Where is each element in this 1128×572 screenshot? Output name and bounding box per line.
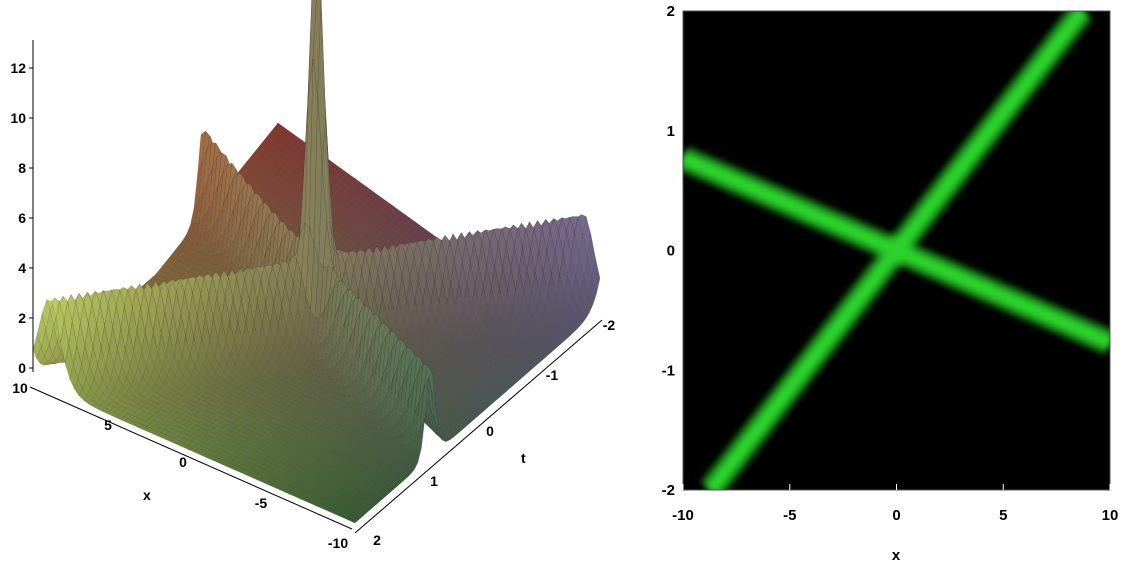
surface-plot-panel: 0 2 4 6 8 10 12 10 5 0 -5 -10 -2 -1 0 1 2 x t xyxy=(10,0,616,551)
y-tick-label: 1 xyxy=(667,123,675,140)
z-tick-label: 6 xyxy=(18,210,26,226)
t-tick-label: 2 xyxy=(373,532,381,548)
x-tick-label: 5 xyxy=(104,417,112,433)
t-tick-label: 1 xyxy=(430,473,438,489)
x-tick-label: -5 xyxy=(255,495,268,511)
x-tick-label: 0 xyxy=(892,507,900,524)
y-tick-label: -1 xyxy=(662,362,675,379)
x-axis-label: x xyxy=(892,547,901,564)
t-axis-label: t xyxy=(521,450,526,466)
x-tick-label: -10 xyxy=(672,507,694,524)
z-tick-label: 10 xyxy=(10,110,26,126)
z-axis: 0 2 4 6 8 10 12 xyxy=(10,40,34,376)
x-tick-label: -10 xyxy=(328,535,348,551)
z-tick-label: 8 xyxy=(18,160,26,176)
z-tick-label: 4 xyxy=(18,260,26,276)
x-tick-label: -5 xyxy=(783,507,796,524)
t-tick-label: 0 xyxy=(486,423,494,439)
z-tick-label: 2 xyxy=(18,310,26,326)
t-tick-label: -1 xyxy=(546,367,559,383)
z-tick-label: 0 xyxy=(18,360,26,376)
t-tick-label: -2 xyxy=(603,317,616,333)
x-tick-label: 0 xyxy=(179,454,187,470)
x-axis-label: x xyxy=(143,487,151,503)
y-tick-label: 0 xyxy=(667,243,675,260)
surface-mesh xyxy=(32,0,601,524)
y-tick-label: 2 xyxy=(667,3,675,20)
x-tick-label: 10 xyxy=(1102,507,1119,524)
y-tick-label: -2 xyxy=(662,482,675,499)
y-tick-labels: -2 -1 0 1 2 xyxy=(662,3,675,499)
x-tick-label: 5 xyxy=(999,507,1007,524)
z-tick-label: 12 xyxy=(10,60,26,76)
x-tick-label: 10 xyxy=(12,380,28,396)
